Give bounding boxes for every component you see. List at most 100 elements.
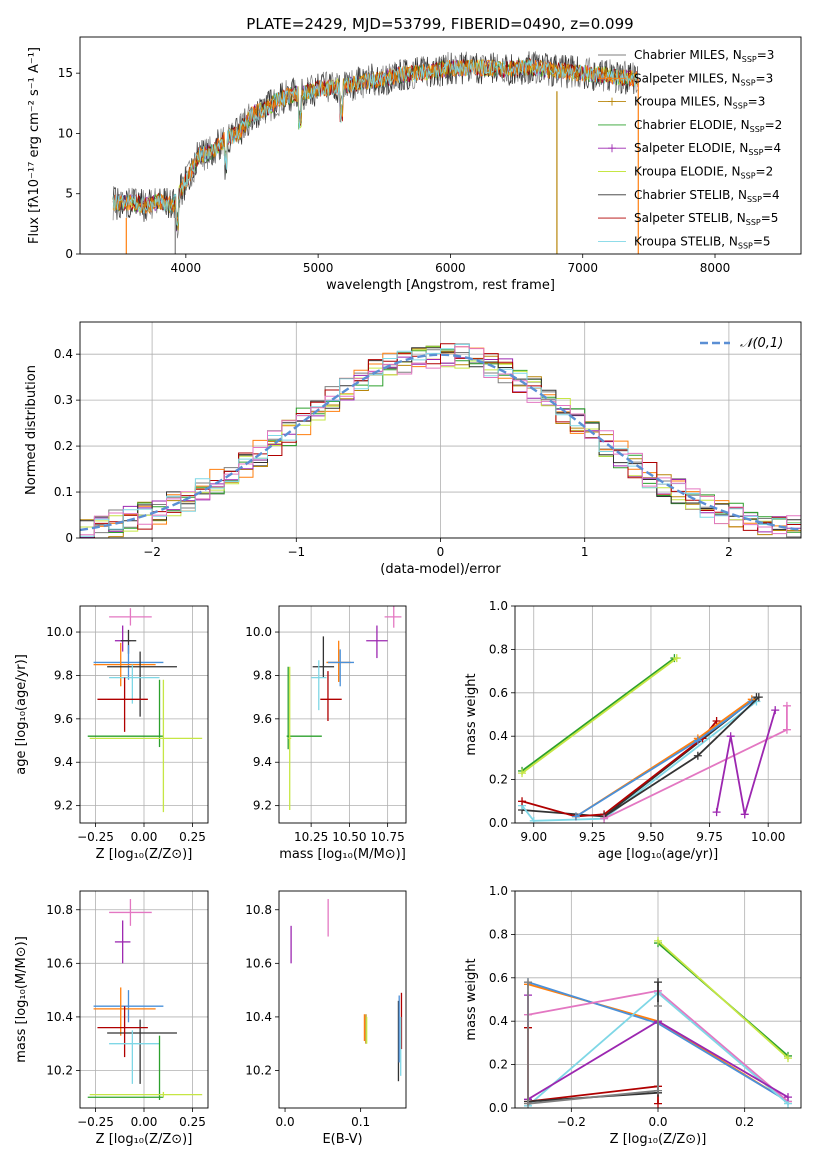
weight-line (527, 982, 659, 1105)
y-tick-label: 9.2 (253, 799, 272, 813)
y-tick-label: 5 (65, 187, 73, 201)
legend-label: 𝒩(0,1) (740, 336, 783, 351)
error-bar-point (109, 664, 160, 704)
error-bar-point (366, 625, 388, 659)
y-tick-label: 0 (65, 247, 73, 261)
y-axis-label: Normed distribution (24, 365, 39, 495)
weight-marker (518, 797, 527, 806)
x-tick-label: 0.1 (351, 1115, 370, 1129)
legend-label: Kroupa ELODIE, NSSP=2 (634, 165, 773, 181)
y-tick-label: 0.8 (489, 642, 508, 656)
weight-marker (654, 1002, 662, 1011)
x-tick-label: −0.25 (77, 1115, 114, 1129)
weight-marker (693, 751, 702, 760)
x-tick-label: 0.0 (648, 1115, 667, 1129)
error-bar-point (93, 645, 164, 680)
legend-marker (608, 97, 616, 106)
axes-frame (278, 605, 407, 824)
weight-marker (654, 1086, 662, 1095)
panel-spectrum: 4000 5000 6000 7000 8000 0 5 10 15 wavelength [An… (27, 36, 802, 293)
x-axis-label: age [log₁₀(age/yr)] (598, 847, 719, 862)
error-bar-point (288, 666, 292, 810)
y-tick-label: 0.3 (54, 393, 73, 407)
y-tick-label: 0.1 (54, 485, 73, 499)
spectrum-line (112, 58, 638, 223)
axes-frame (79, 605, 209, 824)
error-bar-point (109, 899, 152, 926)
weight-marker (654, 1099, 662, 1108)
y-tick-label: 10.2 (245, 1063, 272, 1077)
error-bar-point (97, 677, 148, 732)
x-tick-label: 1 (581, 545, 589, 559)
x-tick-label: 9.00 (520, 830, 547, 844)
y-tick-label: 0.0 (489, 1101, 508, 1115)
weight-line (521, 700, 758, 822)
legend-marker (608, 144, 616, 153)
panel-mass_weight_vs_age: 9.00 9.25 9.50 9.75 10.00 0.0 0.2 0.4 0.6 0.8 1.0 a… (464, 599, 802, 862)
legend-label: Kroupa STELIB, NSSP=5 (634, 234, 771, 250)
error-bar-point (107, 1019, 177, 1084)
x-tick-label: 10.50 (332, 830, 366, 844)
spectrum-line (112, 59, 639, 227)
axes-frame (514, 605, 802, 824)
error-bar-point (286, 666, 322, 750)
weight-line (521, 657, 675, 772)
error-bar-point (89, 679, 203, 813)
legend-label: Chabrier ELODIE, NSSP=2 (634, 118, 782, 134)
y-tick-label: 10.6 (46, 956, 73, 970)
x-tick-label: 0.0 (276, 1115, 295, 1129)
x-axis-label: Z [log₁₀(Z/Z⊙)] (610, 1132, 707, 1147)
x-tick-label: −0.2 (557, 1115, 586, 1129)
y-tick-label: 0.4 (54, 347, 73, 361)
y-tick-label: 10.4 (46, 1010, 73, 1024)
y-tick-label: 0.4 (489, 729, 508, 743)
weight-line (657, 940, 789, 1059)
legend: Chabrier MILES, NSSP=3 Salpeter MILES, NS… (598, 48, 782, 250)
x-axis-label: Z [log₁₀(Z/Z⊙)] (96, 847, 193, 862)
weight-line (521, 696, 758, 818)
weight-marker (518, 769, 527, 778)
panel-age_vs_mass: 10.25 10.50 10.75 9.2 9.4 9.6 9.8 10.0 mass [log… (245, 605, 407, 862)
plot-area (80, 891, 208, 1108)
y-axis-label: Flux [fλ10⁻¹⁷ erg cm⁻² s⁻¹ A⁻¹] (27, 47, 42, 244)
y-axis-label: age [log₁₀(age/yr)] (14, 654, 29, 775)
weight-marker (571, 812, 580, 821)
error-bar-point (93, 642, 156, 687)
x-tick-label: 10.25 (294, 830, 328, 844)
y-tick-label: 0 (65, 531, 73, 545)
x-tick-label: −2 (143, 545, 161, 559)
panel-mass_weight_vs_Z: −0.2 0.0 0.2 0.0 0.2 0.4 0.6 0.8 1.0 Z [log₁₀(Z/Z… (464, 884, 802, 1147)
x-tick-label: 0 (437, 545, 445, 559)
plot-area (290, 899, 403, 1082)
weight-marker (740, 810, 749, 819)
x-axis-label: E(B-V) (322, 1132, 362, 1147)
weight-marker (771, 706, 780, 715)
weight-marker (654, 936, 662, 945)
x-tick-label: −0.25 (77, 830, 114, 844)
error-bar-point (87, 1035, 164, 1100)
y-tick-label: 1.0 (489, 599, 508, 613)
y-axis-label: mass weight (464, 673, 479, 755)
axes-frame (278, 890, 407, 1109)
x-tick-label: 0.00 (131, 1115, 158, 1129)
gaussian-curve (80, 353, 801, 532)
weight-marker (693, 736, 702, 745)
weight-marker (712, 808, 721, 817)
error-bar-point (114, 920, 131, 964)
error-bar-point (320, 671, 342, 722)
y-tick-label: 0.4 (489, 1014, 508, 1028)
x-tick-label: 4000 (171, 261, 202, 275)
y-tick-label: 9.8 (253, 668, 272, 682)
weight-marker (784, 1093, 792, 1102)
x-tick-label: 0.00 (131, 830, 158, 844)
x-tick-label: 7000 (567, 261, 598, 275)
x-axis-label: mass [log₁₀(M/M⊙)] (279, 847, 406, 862)
weight-marker (529, 816, 538, 823)
x-axis-label: Z [log₁₀(Z/Z⊙)] (96, 1132, 193, 1147)
x-tick-label: 0.25 (179, 830, 206, 844)
panel-age_vs_Z: −0.25 0.00 0.25 9.2 9.4 9.6 9.8 10.0 Z [log₁₀(Z/… (14, 605, 209, 862)
y-tick-label: 0.2 (54, 439, 73, 453)
y-tick-label: 9.4 (54, 755, 73, 769)
weight-marker (600, 814, 609, 823)
